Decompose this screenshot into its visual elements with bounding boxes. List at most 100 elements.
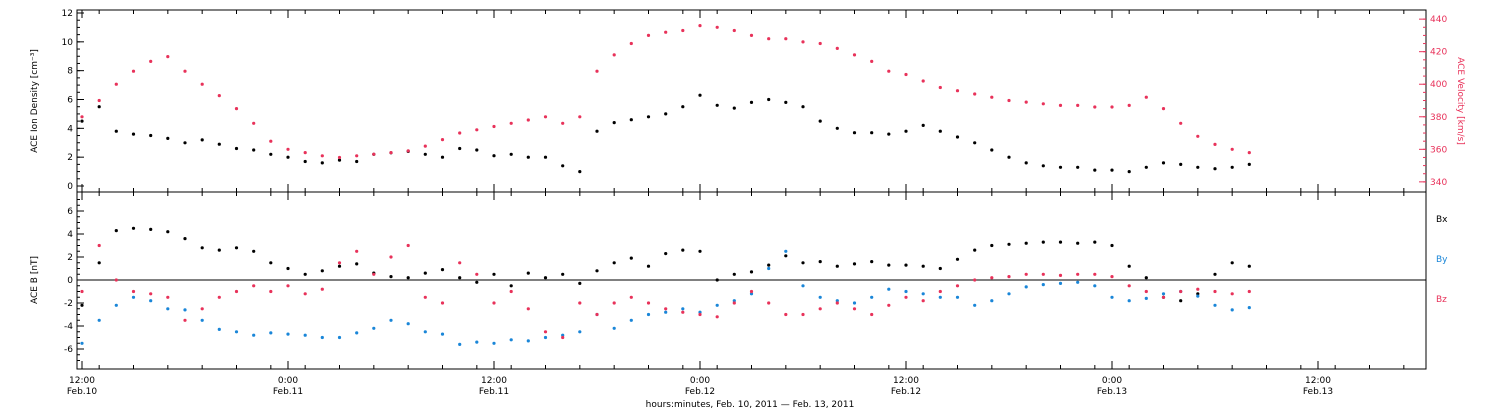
bx-point: [1110, 243, 1114, 248]
top-panel-marks: [80, 24, 1251, 174]
x-axis-title: hours:minutes, Feb. 10, 2011 — Feb. 13, …: [646, 400, 855, 410]
bz-point: [269, 289, 273, 294]
ion-density-point: [578, 170, 582, 174]
by-point: [1024, 285, 1028, 289]
top-left-tick-label: 8: [67, 67, 73, 77]
bz-point: [921, 299, 925, 303]
ion-density-point: [1093, 168, 1097, 172]
x-tick-time: 12:00: [1305, 376, 1331, 386]
bz-point: [337, 261, 342, 265]
by-point: [818, 295, 822, 299]
velocity-point: [578, 115, 582, 119]
velocity-point: [526, 118, 530, 122]
x-tick-date: Feb.10: [67, 387, 98, 397]
velocity-point: [131, 69, 136, 73]
bx-point: [320, 269, 324, 273]
velocity-point: [990, 95, 994, 99]
velocity-point: [149, 59, 153, 64]
by-point: [475, 340, 479, 344]
by-point: [646, 312, 651, 317]
by-point: [252, 333, 256, 337]
bz-point: [1213, 289, 1217, 294]
velocity-point: [269, 139, 273, 143]
by-point: [1058, 281, 1063, 285]
ion-density-point: [1144, 165, 1148, 169]
bx-point: [217, 248, 221, 252]
velocity-point: [1007, 98, 1011, 103]
bx-point: [561, 272, 565, 276]
bx-point: [698, 249, 702, 253]
bz-point: [543, 330, 548, 334]
velocity-point: [252, 121, 256, 125]
bz-point: [458, 261, 462, 265]
velocity-point: [1161, 107, 1166, 111]
ion-density-point: [1041, 164, 1045, 168]
bz-point: [1247, 289, 1251, 294]
bz-point: [1058, 273, 1063, 277]
bx-point: [440, 268, 445, 272]
bz-point: [303, 292, 307, 296]
top-left-tick-label: 4: [67, 124, 73, 134]
ion-density-point: [1007, 155, 1011, 159]
velocity-point: [355, 154, 359, 158]
bz-point: [818, 307, 822, 311]
by-point: [578, 330, 582, 334]
ion-density-point: [440, 155, 445, 159]
bx-point: [835, 264, 839, 268]
bx-point: [1247, 264, 1251, 268]
by-point: [612, 326, 616, 330]
by-point: [1247, 306, 1251, 310]
top-left-axis: 0 2 4 6 8 10 12: [62, 9, 84, 192]
by-point: [543, 335, 548, 340]
bz-point: [612, 301, 616, 305]
bz-point: [286, 284, 290, 288]
bz-point: [749, 289, 754, 294]
bz-point: [801, 312, 805, 317]
velocity-point: [440, 138, 445, 142]
bx-point: [1144, 276, 1148, 280]
ion-density-point: [1247, 162, 1251, 166]
bx-point: [406, 276, 410, 280]
by-point: [337, 335, 342, 340]
by-point: [355, 331, 359, 335]
bx-point: [1076, 241, 1080, 245]
velocity-point: [372, 152, 376, 156]
bottom-tick-label: 6: [67, 207, 73, 217]
x-tick-time: 0:00: [1102, 376, 1122, 386]
velocity-point: [698, 24, 702, 28]
velocity-point: [835, 46, 839, 51]
velocity-point: [852, 53, 857, 57]
by-point: [1110, 295, 1114, 299]
bz-point: [955, 284, 960, 288]
ion-density-point: [149, 133, 153, 138]
ion-density-point: [852, 131, 857, 135]
by-point: [784, 249, 788, 253]
bz-point: [767, 301, 771, 305]
velocity-point: [732, 28, 736, 33]
bx-point: [509, 284, 513, 288]
bz-point: [1230, 292, 1234, 296]
bx-point: [492, 272, 496, 276]
bz-point: [629, 295, 633, 299]
x-tick-time: 0:00: [278, 376, 298, 386]
bz-point: [252, 284, 256, 288]
velocity-point: [921, 79, 925, 83]
by-point: [234, 330, 239, 334]
bx-point: [870, 260, 874, 264]
ion-density-point: [629, 118, 633, 122]
bx-point: [852, 262, 857, 266]
bottom-left-axis: -6 -4 -2 0 2 4 6: [64, 199, 84, 361]
bx-point: [887, 263, 891, 267]
bz-point: [784, 312, 788, 317]
bx-point: [1127, 264, 1131, 268]
x-tick-date: Feb.11: [479, 387, 509, 397]
velocity-point: [664, 30, 668, 34]
velocity-point: [715, 25, 719, 29]
velocity-point: [406, 149, 410, 153]
x-tick-date: Feb.13: [1303, 387, 1333, 397]
bz-point: [1110, 275, 1114, 279]
by-point: [732, 299, 736, 303]
bottom-tick-label: -6: [64, 345, 73, 355]
ion-density-point: [509, 152, 513, 156]
by-point: [286, 332, 290, 336]
